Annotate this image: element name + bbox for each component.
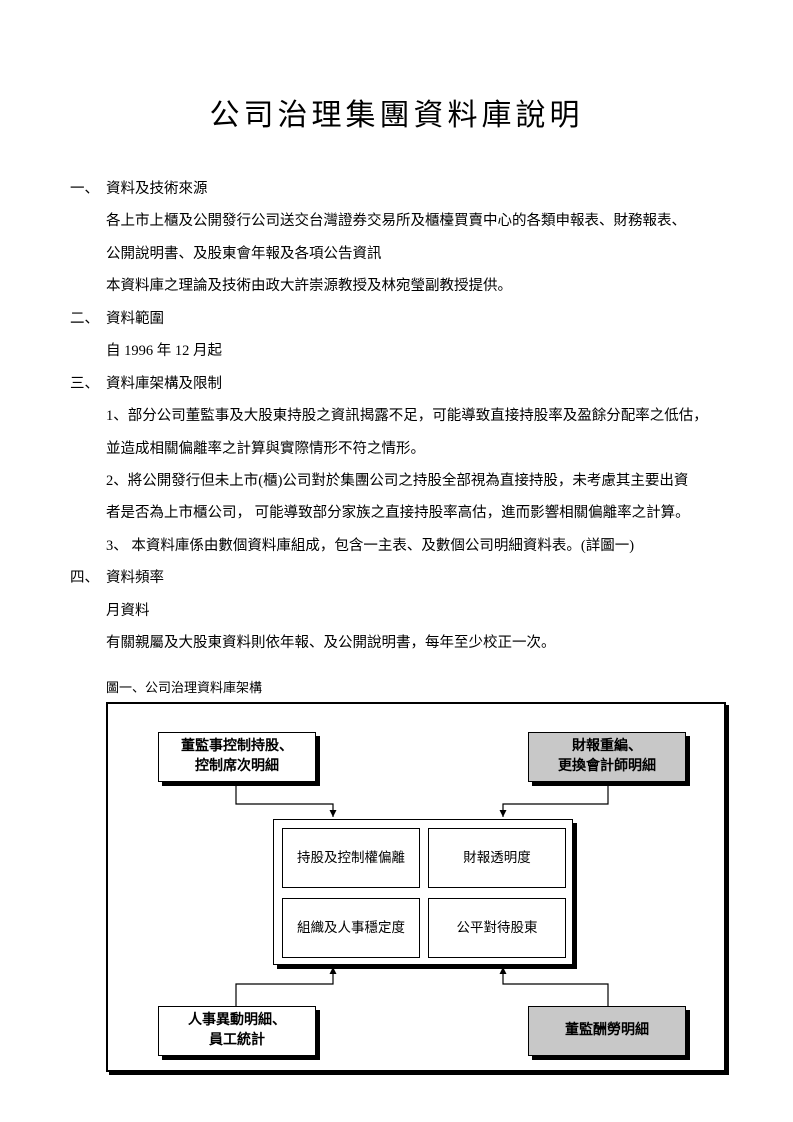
center-group: 持股及控制權偏離 財報透明度 組織及人事穩定度 公平對待股東: [273, 819, 573, 965]
sec3-p4: 者是否為上市櫃公司， 可能導致部分家族之直接持股率高估，進而影響相關偏離率之計算…: [70, 498, 723, 528]
sec1-p2: 公開說明書、及股東會年報及各項公告資訊: [70, 239, 723, 269]
box-bot-right-label: 董監酬勞明細: [528, 1006, 686, 1056]
figure-caption: 圖一、公司治理資料庫架構: [70, 677, 723, 696]
page-title: 公司治理集團資料庫說明: [70, 90, 723, 134]
section-3-head: 三、 資料庫架構及限制: [70, 369, 723, 399]
section-4-head: 四、 資料頻率: [70, 563, 723, 593]
outer-box: 董監事控制持股、控制席次明細 財報重編、更換會計師明細 人事異動明細、員工統計 …: [106, 702, 726, 1072]
sec4-head: 資料頻率: [106, 563, 723, 593]
sec3-p5: 3、 本資料庫係由數個資料庫組成，包含一主表、及數個公司明細資料表。(詳圖一): [70, 531, 723, 561]
box-top-right-label: 財報重編、更換會計師明細: [528, 732, 686, 782]
sec1-num: 一、: [70, 174, 106, 204]
cell-c2: 財報透明度: [428, 828, 566, 888]
sec2-num: 二、: [70, 304, 106, 334]
box-top-right: 財報重編、更換會計師明細: [528, 732, 686, 782]
sec2-head: 資料範圍: [106, 304, 723, 334]
sec1-head: 資料及技術來源: [106, 174, 723, 204]
sec3-head: 資料庫架構及限制: [106, 369, 723, 399]
box-bot-left-label: 人事異動明細、員工統計: [158, 1006, 316, 1056]
sec3-p3: 2、將公開發行但未上市(櫃)公司對於集團公司之持股全部視為直接持股，未考慮其主要…: [70, 466, 723, 496]
cell-c3: 組織及人事穩定度: [282, 898, 420, 958]
sec3-p2: 並造成相關偏離率之計算與實際情形不符之情形。: [70, 434, 723, 464]
cell-c4: 公平對待股東: [428, 898, 566, 958]
sec3-num: 三、: [70, 369, 106, 399]
figure-diagram: 董監事控制持股、控制席次明細 財報重編、更換會計師明細 人事異動明細、員工統計 …: [106, 702, 726, 1072]
section-2-head: 二、 資料範圍: [70, 304, 723, 334]
sec4-p1: 月資料: [70, 596, 723, 626]
cell-c1: 持股及控制權偏離: [282, 828, 420, 888]
sec4-p2: 有關親屬及大股東資料則依年報、及公開說明書，每年至少校正一次。: [70, 628, 723, 658]
box-bot-left: 人事異動明細、員工統計: [158, 1006, 316, 1056]
sec1-p1: 各上市上櫃及公開發行公司送交台灣證券交易所及櫃檯買賣中心的各類申報表、財務報表、: [70, 206, 723, 236]
box-bot-right: 董監酬勞明細: [528, 1006, 686, 1056]
sec2-p1: 自 1996 年 12 月起: [70, 336, 723, 366]
sec3-p1: 1、部分公司董監事及大股東持股之資訊揭露不足，可能導致直接持股率及盈餘分配率之低…: [70, 401, 723, 431]
box-top-left-label: 董監事控制持股、控制席次明細: [158, 732, 316, 782]
box-top-left: 董監事控制持股、控制席次明細: [158, 732, 316, 782]
sec1-p3: 本資料庫之理論及技術由政大許崇源教授及林宛瑩副教授提供。: [70, 271, 723, 301]
section-1-head: 一、 資料及技術來源: [70, 174, 723, 204]
sec4-num: 四、: [70, 563, 106, 593]
